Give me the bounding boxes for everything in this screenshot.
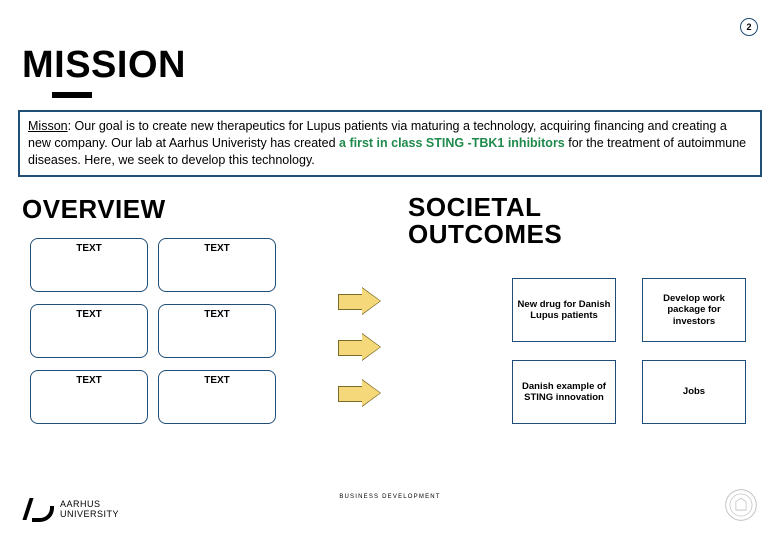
aarhus-logo-icon bbox=[22, 498, 52, 522]
overview-cell: TEXT bbox=[158, 238, 276, 292]
footer-org-line1: AARHUS bbox=[60, 499, 101, 509]
overview-cell: TEXT bbox=[30, 238, 148, 292]
university-seal-icon bbox=[724, 488, 758, 522]
arrow-right-icon bbox=[338, 334, 382, 360]
overview-cell: TEXT bbox=[158, 304, 276, 358]
overview-heading: OVERVIEW bbox=[22, 194, 166, 225]
page-number-value: 2 bbox=[746, 22, 751, 32]
overview-grid: TEXT TEXT TEXT TEXT TEXT TEXT bbox=[30, 238, 276, 424]
arrow-right-icon bbox=[338, 288, 382, 314]
outcome-cell: Jobs bbox=[642, 360, 746, 424]
footer-org-line2: UNIVERSITY bbox=[60, 509, 119, 519]
page-number-badge: 2 bbox=[740, 18, 758, 36]
slide-title: MISSION bbox=[22, 44, 186, 87]
outcome-cell: New drug for Danish Lupus patients bbox=[512, 278, 616, 342]
overview-cell: TEXT bbox=[30, 370, 148, 424]
title-underline bbox=[52, 92, 92, 98]
arrow-right-icon bbox=[338, 380, 382, 406]
outcome-cell: Develop work package for investors bbox=[642, 278, 746, 342]
mission-statement-box: Misson: Our goal is to create new therap… bbox=[18, 110, 762, 177]
mission-highlight: a first in class STING -TBK1 inhibitors bbox=[339, 136, 565, 150]
overview-cell: TEXT bbox=[158, 370, 276, 424]
footer-org-text: AARHUS UNIVERSITY bbox=[60, 500, 119, 520]
flow-arrows bbox=[338, 288, 382, 406]
societal-heading-line2: OUTCOMES bbox=[408, 219, 562, 249]
societal-heading-line1: SOCIETAL bbox=[408, 192, 542, 222]
footer-center-label: BUSINESS DEVELOPMENT bbox=[339, 494, 440, 500]
outcomes-grid: New drug for Danish Lupus patients Devel… bbox=[512, 278, 746, 424]
mission-label: Misson bbox=[28, 119, 68, 133]
societal-heading: SOCIETAL OUTCOMES bbox=[408, 194, 562, 249]
outcome-cell: Danish example of STING innovation bbox=[512, 360, 616, 424]
footer-org: AARHUS UNIVERSITY bbox=[22, 498, 119, 522]
overview-cell: TEXT bbox=[30, 304, 148, 358]
